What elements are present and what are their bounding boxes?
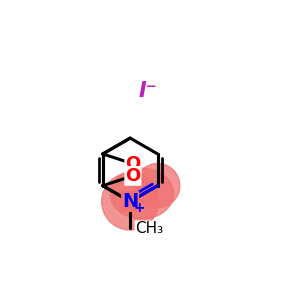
Text: N: N <box>122 192 138 211</box>
Text: CH₃: CH₃ <box>135 221 163 236</box>
Text: +: + <box>133 202 145 215</box>
Circle shape <box>102 173 159 230</box>
Text: O: O <box>125 167 140 185</box>
Circle shape <box>135 164 180 208</box>
Text: O: O <box>125 155 140 173</box>
Ellipse shape <box>110 168 174 219</box>
Text: I⁻: I⁻ <box>139 81 158 100</box>
